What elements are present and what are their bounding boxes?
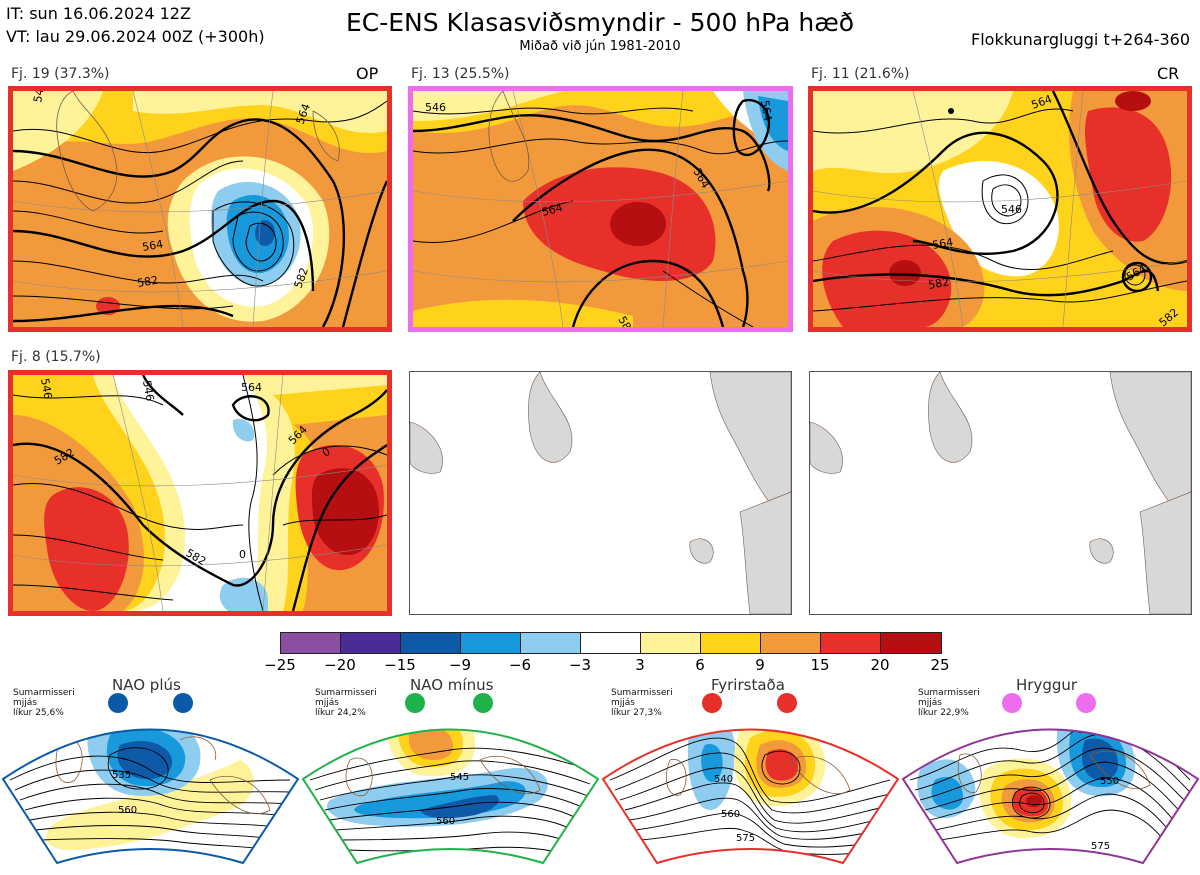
regime-prob: líkur 25,6% [13, 708, 64, 718]
contour-label: 540 [714, 774, 733, 785]
cluster-label-2: Fj. 13 (25.5%) [411, 66, 510, 82]
colorbar-swatch [821, 633, 881, 653]
regime-info-nao-minus: Sumarmisseri mjjás líkur 24,2% [315, 688, 377, 718]
regime-marker [405, 693, 425, 713]
regime-map-ridge: 530 550 575 [900, 700, 1200, 871]
contour-label: 582 [927, 276, 950, 292]
regime-marker [1076, 693, 1096, 713]
contour-label: 0 [239, 548, 246, 561]
colorbar-tick: −20 [324, 656, 356, 674]
regime-marker [473, 693, 493, 713]
colorbar-swatch [281, 633, 341, 653]
regime-info-nao-plus: Sumarmisseri mjjás líkur 25,6% [13, 688, 75, 718]
colorbar-swatch [701, 633, 761, 653]
colorbar-tick: 25 [930, 656, 950, 674]
contour-label: 560 [436, 816, 455, 827]
regime-marker [777, 693, 797, 713]
regime-marker [702, 693, 722, 713]
colorbar-tick: 3 [635, 656, 645, 674]
contour-label: 546 [425, 101, 446, 114]
colorbar [280, 632, 942, 654]
regime-mean: mjjás [611, 698, 635, 708]
regime-title-nao-minus: NAO mínus [410, 676, 494, 694]
colorbar-swatch [521, 633, 581, 653]
contour-label: 564 [758, 99, 774, 122]
regime-prob: líkur 24,2% [315, 708, 366, 718]
colorbar-tick: 6 [695, 656, 705, 674]
contour-label: 550 [1100, 776, 1119, 787]
clustering-window: Flokkunargluggi t+264-360 [971, 30, 1190, 49]
regime-mean: mjjás [918, 698, 942, 708]
contour-label: 575 [444, 850, 463, 861]
cluster-tag-cr: CR [1157, 64, 1180, 83]
colorbar-tick: −15 [384, 656, 416, 674]
contour-label: 546 [1001, 203, 1022, 216]
regime-marker [108, 693, 128, 713]
contour-label: 546 [38, 377, 54, 400]
contour-label: 545 [450, 772, 469, 783]
contour-label: 564 [931, 236, 954, 252]
contour-label: 575 [736, 833, 755, 844]
contour-label: 546 [140, 379, 156, 402]
colorbar-swatch [761, 633, 821, 653]
colorbar-swatch [641, 633, 701, 653]
regime-info-blocking: Sumarmisseri mjjás líkur 27,3% [611, 688, 673, 718]
contour-label: 564 [241, 381, 262, 394]
regime-season: Sumarmisseri [918, 688, 980, 698]
colorbar-tick: 15 [810, 656, 830, 674]
colorbar-tick: 20 [870, 656, 890, 674]
contour-label: 582 [136, 274, 159, 290]
contour-label: 546 [31, 91, 47, 104]
contour-label: 560 [118, 805, 137, 816]
page-subtitle: Miðað við jún 1981-2010 [519, 39, 681, 54]
regime-season: Sumarmisseri [13, 688, 75, 698]
contour-label: 575 [1091, 841, 1110, 852]
colorbar-swatch [461, 633, 521, 653]
colorbar-swatch [581, 633, 641, 653]
contour-label: 560 [721, 809, 740, 820]
regime-marker [173, 693, 193, 713]
regime-map-nao-plus: 535 560 [0, 700, 300, 871]
valid-time: VT: lau 29.06.2024 00Z (+300h) [6, 27, 265, 46]
cluster-label-3: Fj. 11 (21.6%) [811, 66, 910, 82]
regime-info-ridge: Sumarmisseri mjjás líkur 22,9% [918, 688, 980, 718]
regime-map-nao-minus: 545 560 575 [300, 700, 600, 871]
cluster-label-1: Fj. 19 (37.3%) [11, 66, 110, 82]
regime-season: Sumarmisseri [611, 688, 673, 698]
contour-label: 564 [540, 201, 564, 219]
initial-time: IT: sun 16.06.2024 12Z [6, 4, 191, 23]
colorbar-tick: −25 [264, 656, 296, 674]
colorbar-tick: −9 [448, 656, 472, 674]
colorbar-swatch [881, 633, 941, 653]
regime-title-ridge: Hryggur [1016, 676, 1078, 694]
contour-label: 564 [141, 238, 164, 254]
regime-mean: mjjás [315, 698, 339, 708]
cluster-map-4: 546 546 564 582 564 0 582 0 [8, 370, 392, 616]
cluster-map-3: 564 546 564 582 564 582 [808, 86, 1192, 332]
regime-title-blocking: Fyrirstaða [711, 676, 785, 694]
regime-prob: líkur 27,3% [611, 708, 662, 718]
empty-map-6 [809, 371, 1192, 615]
page-title: EC-ENS Klasasviðsmyndir - 500 hPa hæð [345, 8, 855, 37]
colorbar-tick: 9 [755, 656, 765, 674]
regime-prob: líkur 22,9% [918, 708, 969, 718]
regime-season: Sumarmisseri [315, 688, 377, 698]
regime-title-nao-plus: NAO plús [112, 676, 181, 694]
colorbar-tick: −6 [508, 656, 532, 674]
regime-marker [1002, 693, 1022, 713]
colorbar-tick: −3 [568, 656, 592, 674]
cluster-tag-op: OP [356, 64, 379, 83]
regime-mean: mjjás [13, 698, 37, 708]
regime-map-blocking: 540 560 575 [600, 700, 900, 871]
contour-label: 535 [112, 770, 131, 781]
colorbar-swatch [341, 633, 401, 653]
cluster-map-1: 546 564 582 564 582 [8, 86, 392, 332]
empty-map-5 [409, 371, 792, 615]
cluster-label-4: Fj. 8 (15.7%) [11, 349, 101, 365]
colorbar-swatch [401, 633, 461, 653]
cluster-map-2: 546 564 564 564 582 [408, 86, 793, 332]
